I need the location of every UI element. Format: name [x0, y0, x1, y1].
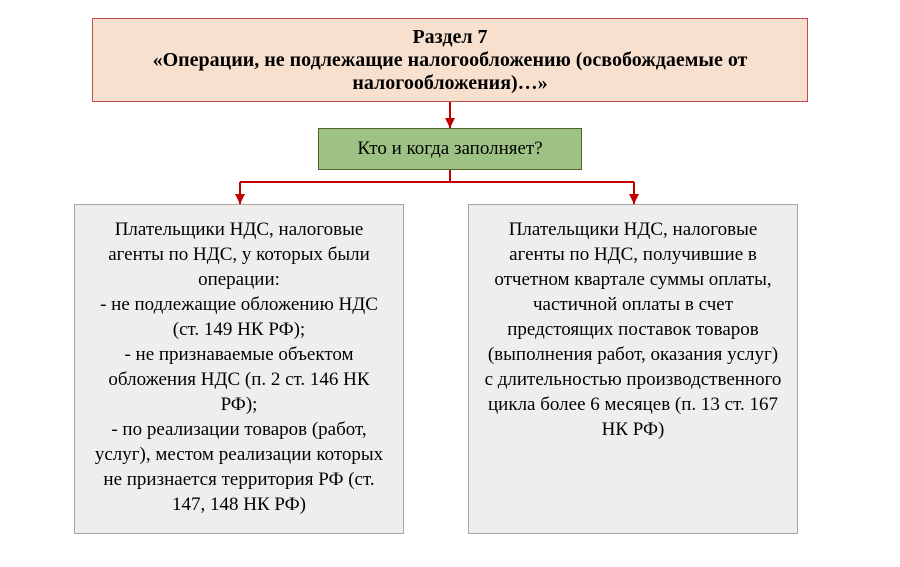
- arrow-3-h: [450, 181, 634, 183]
- question-text: Кто и когда заполняет?: [357, 138, 542, 160]
- header-title: Раздел 7: [412, 26, 487, 49]
- header-subtitle: «Операции, не подлежащие налогообложению…: [109, 49, 791, 95]
- header-box: Раздел 7 «Операции, не подлежащие налого…: [92, 18, 808, 102]
- left-content-text: Плательщики НДС, налоговые агенты по НДС…: [89, 217, 389, 517]
- arrow-2-h: [240, 181, 450, 183]
- left-content-box: Плательщики НДС, налоговые агенты по НДС…: [74, 204, 404, 534]
- question-box: Кто и когда заполняет?: [318, 128, 582, 170]
- arrow-1-head: [445, 118, 455, 128]
- arrow-2-head: [235, 194, 245, 204]
- right-content-text: Плательщики НДС, налоговые агенты по НДС…: [483, 217, 783, 442]
- arrow-3-head: [629, 194, 639, 204]
- right-content-box: Плательщики НДС, налоговые агенты по НДС…: [468, 204, 798, 534]
